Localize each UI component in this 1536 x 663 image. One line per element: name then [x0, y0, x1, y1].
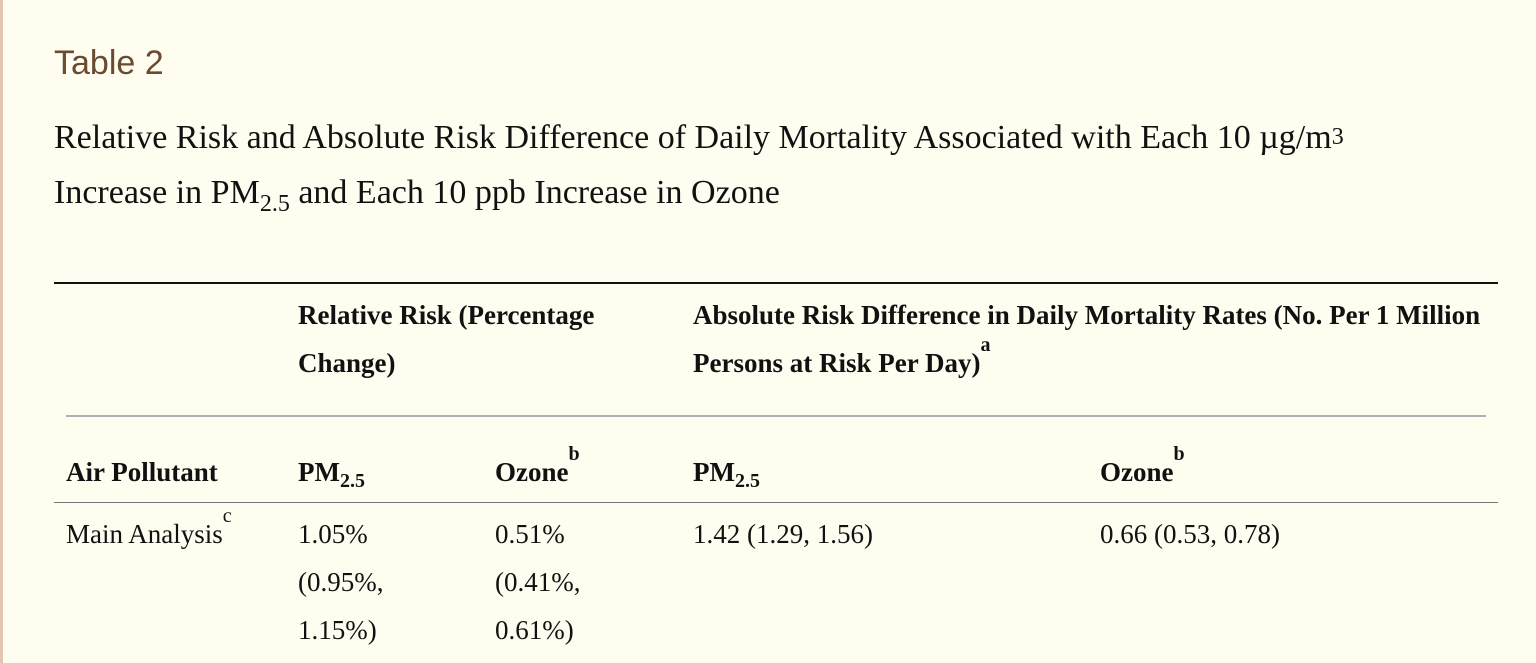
- table-group-rule: [66, 415, 1486, 417]
- header-absolute-risk-label: Absolute Risk Difference in Daily Mortal…: [693, 300, 1481, 378]
- header-rr-pm25: PM2.5: [298, 448, 365, 499]
- footnote-c: c: [222, 505, 232, 527]
- caption-superscript: 3: [1331, 124, 1344, 150]
- row-label: Main Analysisc: [66, 506, 232, 558]
- caption-text-3: and Each 10 ppb Increase in Ozone: [289, 174, 780, 211]
- header-air-pollutant: Air Pollutant: [66, 457, 218, 487]
- cell-ard-pm25: 1.42 (1.29, 1.56): [693, 519, 873, 549]
- header-relative-risk: Relative Risk (Percentage Change): [298, 300, 595, 378]
- caption-text-2: Increase in PM: [54, 174, 260, 211]
- caption-text-1: Relative Risk and Absolute Risk Differen…: [54, 119, 1332, 156]
- cell-ard-ozone: 0.66 (0.53, 0.78): [1100, 519, 1280, 549]
- header-rr-pm25-sub: 2.5: [339, 470, 365, 492]
- header-ard-ozone: Ozoneb: [1100, 444, 1185, 496]
- row-label-text: Main Analysis: [66, 519, 223, 549]
- header-rr-pm25-prefix: PM: [298, 457, 340, 487]
- cell-rr-ozone: 0.51% (0.41%, 0.61%): [495, 519, 581, 645]
- header-rr-ozone-label: Ozone: [495, 457, 569, 487]
- caption-subscript: 2.5: [259, 191, 290, 217]
- header-rr-ozone: Ozoneb: [495, 444, 580, 496]
- table-label: Table 2: [54, 44, 164, 82]
- table-header-rule: [54, 502, 1498, 503]
- cell-rr-pm25: 1.05% (0.95%, 1.15%): [298, 519, 384, 645]
- footnote-b: b: [1173, 443, 1185, 465]
- header-ard-ozone-label: Ozone: [1100, 457, 1174, 487]
- footnote-b: b: [568, 443, 580, 465]
- table-top-rule: [54, 282, 1498, 284]
- header-ard-pm25: PM2.5: [693, 448, 760, 499]
- header-absolute-risk: Absolute Risk Difference in Daily Mortal…: [693, 291, 1493, 387]
- table-caption: Relative Risk and Absolute Risk Differen…: [54, 112, 1494, 222]
- header-ard-pm25-sub: 2.5: [734, 470, 760, 492]
- header-ard-pm25-prefix: PM: [693, 457, 735, 487]
- left-border: [0, 0, 3, 663]
- footnote-a: a: [980, 334, 991, 356]
